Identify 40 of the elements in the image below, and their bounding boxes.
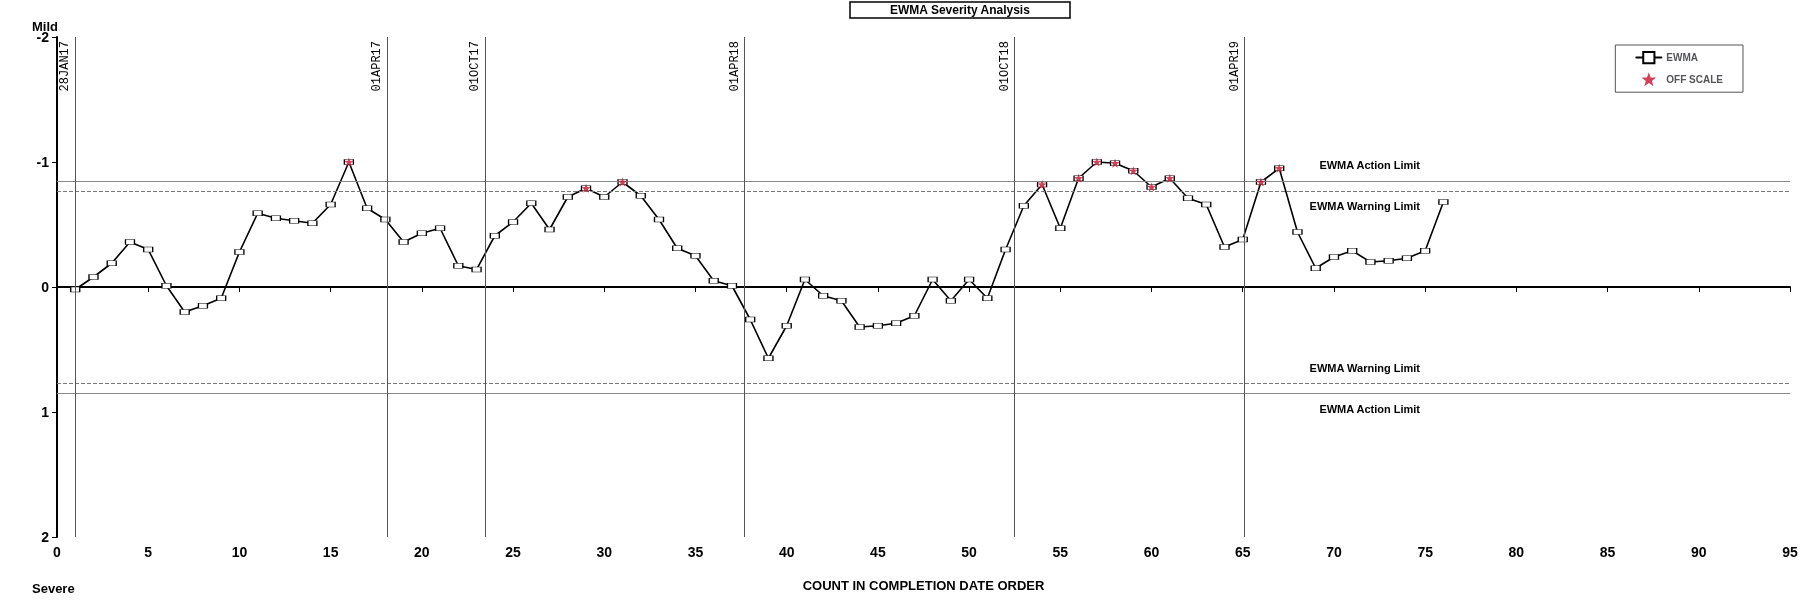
y-tick-label: 2: [41, 529, 50, 545]
ref-line-label: 01APR17: [370, 41, 385, 92]
ref-line-label: 01OCT17: [467, 41, 482, 92]
y-tick-label: 1: [41, 404, 50, 420]
ref-line-label: 01APR18: [727, 41, 742, 92]
ref-line-label: EWMA Action Limit: [1319, 159, 1421, 172]
x-tick-label: 95: [1782, 544, 1798, 560]
x-axis-title: COUNT IN COMPLETION DATE ORDER: [802, 578, 1045, 593]
x-tick-label: 85: [1599, 544, 1616, 560]
x-tick-label: 45: [870, 544, 886, 560]
x-tick-label: 55: [1052, 544, 1069, 560]
ref-line-label: 28JAN17: [58, 41, 73, 92]
x-tick-label: 30: [596, 544, 613, 560]
x-tick-label: 0: [53, 544, 62, 560]
x-tick-label: 20: [414, 544, 430, 560]
x-tick-label: 75: [1417, 544, 1434, 560]
chart-title: EWMA Severity Analysis: [890, 3, 1031, 17]
x-tick-label: 35: [687, 544, 704, 560]
ref-line-label: EWMA Action Limit: [1319, 402, 1421, 415]
ref-line-label: 01OCT18: [997, 41, 1012, 92]
x-tick-label: 25: [505, 544, 522, 560]
text: Severe: [32, 581, 75, 596]
x-tick-label: 65: [1234, 544, 1251, 560]
x-tick-label: 90: [1691, 544, 1707, 560]
ref-line-label: EWMA Warning Limit: [1309, 361, 1421, 374]
x-tick-label: 70: [1326, 544, 1342, 560]
x-tick-label: 50: [961, 544, 978, 560]
y-tick-label: 0: [41, 279, 50, 295]
x-tick-label: 80: [1508, 544, 1525, 560]
legend-label: EWMA: [1666, 52, 1699, 64]
x-tick-label: 60: [1143, 544, 1160, 560]
legend-label: OFF SCALE: [1666, 73, 1724, 85]
text: Mild: [32, 19, 59, 34]
ref-line-label: 01APR19: [1227, 41, 1242, 92]
y-tick-label: -1: [36, 154, 50, 170]
x-tick-label: 10: [231, 544, 248, 560]
ref-line-label: EWMA Warning Limit: [1309, 200, 1421, 213]
x-tick-label: 15: [322, 544, 339, 560]
x-tick-label: 40: [778, 544, 795, 560]
x-tick-label: 5: [144, 544, 153, 560]
